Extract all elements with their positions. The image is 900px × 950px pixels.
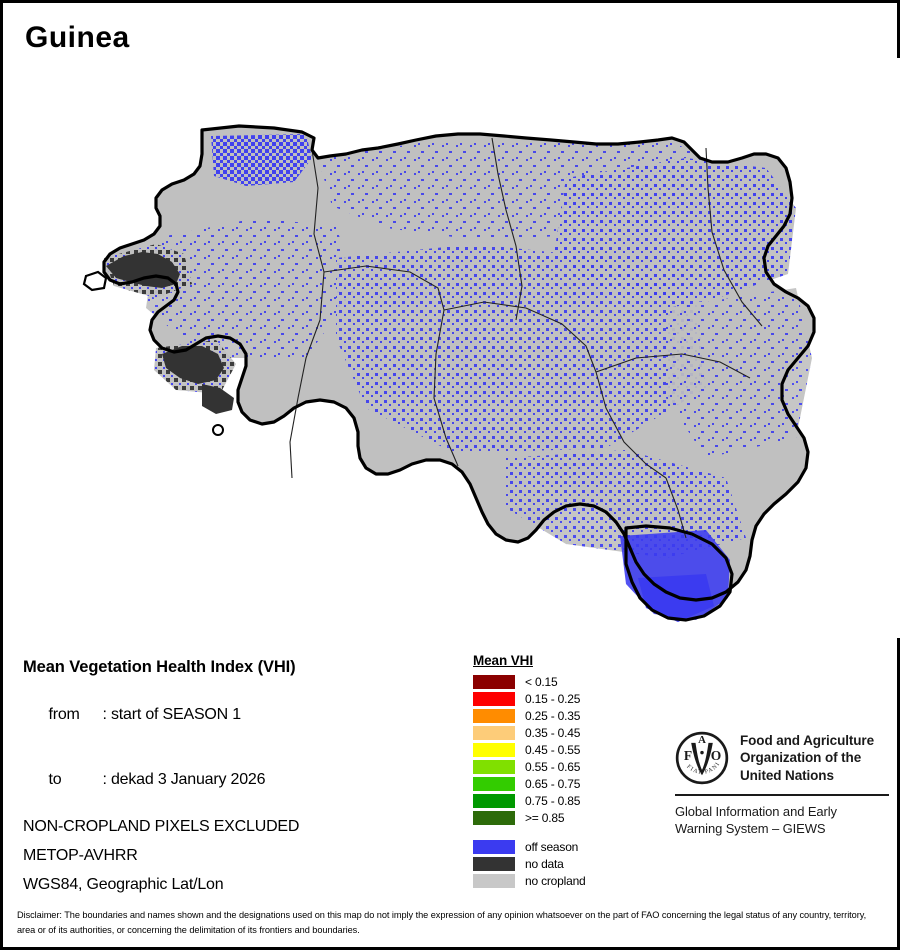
- legend-label-2: 0.25 - 0.35: [525, 708, 581, 723]
- legend-item-3[interactable]: 0.35 - 0.45: [473, 724, 663, 741]
- info-header: Mean Vegetation Health Index (VHI): [23, 658, 296, 676]
- svg-text:A: A: [698, 734, 706, 746]
- info-row-from-value: : start of SEASON 1: [102, 706, 241, 723]
- fao-org-line-1: Organization of the: [740, 750, 862, 766]
- map-info-block: Mean Vegetation Health Index (VHI) from:…: [23, 658, 443, 905]
- fao-divider: [675, 794, 889, 796]
- legend-title: Mean VHI: [473, 653, 533, 668]
- info-noncropland: NON-CROPLAND PIXELS EXCLUDED: [23, 818, 300, 835]
- page-title: Guinea: [25, 21, 130, 54]
- svg-text:F: F: [684, 748, 692, 763]
- giews-line-1: Warning System – GIEWS: [675, 821, 826, 837]
- admin-boundaries: [289, 137, 763, 539]
- legend-swatch-7: [473, 793, 515, 808]
- guinea-map-svg[interactable]: [6, 58, 900, 638]
- legend-swatch-2: [473, 708, 515, 723]
- legend-label-1: 0.15 - 0.25: [525, 691, 581, 706]
- fao-logo-icon: F A O FIAT PANIS: [675, 731, 729, 785]
- fao-header: F A O FIAT PANIS Food and Agriculture Or…: [675, 731, 891, 785]
- legend-item-7[interactable]: 0.75 - 0.85: [473, 792, 663, 809]
- legend-swatch-off-season: [473, 839, 515, 854]
- legend-item-5[interactable]: 0.55 - 0.65: [473, 758, 663, 775]
- giews-system-name: Global Information and Early Warning Sys…: [675, 803, 891, 838]
- legend-item-6[interactable]: 0.65 - 0.75: [473, 775, 663, 792]
- map-canvas[interactable]: [6, 58, 900, 638]
- legend-item-4[interactable]: 0.45 - 0.55: [473, 741, 663, 758]
- legend-swatch-4: [473, 742, 515, 757]
- svg-text:O: O: [711, 748, 722, 763]
- fao-branding: F A O FIAT PANIS Food and Agriculture Or…: [675, 731, 891, 838]
- national-border: [82, 124, 816, 622]
- legend-swatch-6: [473, 776, 515, 791]
- legend-swatch-5: [473, 759, 515, 774]
- legend-item-no-data[interactable]: no data: [473, 855, 663, 872]
- legend-item-8[interactable]: >= 0.85: [473, 809, 663, 826]
- legend-swatch-3: [473, 725, 515, 740]
- legend-label-no-data: no data: [525, 856, 564, 871]
- legend-label-off-season: off season: [525, 839, 579, 854]
- fao-org-line-2: United Nations: [740, 767, 834, 783]
- no-data-pixels: [106, 252, 234, 436]
- info-projection: WGS84, Geographic Lat/Lon: [23, 876, 224, 893]
- legend-swatch-8: [473, 810, 515, 825]
- legend-label-no-cropland: no cropland: [525, 873, 586, 888]
- legend-swatch-no-data: [473, 856, 515, 871]
- giews-line-0: Global Information and Early: [675, 804, 837, 819]
- disclaimer-text: Disclaimer: The boundaries and names sho…: [17, 910, 867, 935]
- info-sensor: METOP-AVHRR: [23, 847, 138, 864]
- legend-item-1[interactable]: 0.15 - 0.25: [473, 690, 663, 707]
- legend-label-8: >= 0.85: [525, 810, 565, 825]
- fao-organization-name: Food and Agriculture Organization of the…: [740, 731, 874, 784]
- map-legend: Mean VHI < 0.15 0.15 - 0.25 0.25 - 0.35 …: [473, 653, 663, 889]
- legend-item-off-season[interactable]: off season: [473, 838, 663, 855]
- legend-label-4: 0.45 - 0.55: [525, 742, 581, 757]
- legend-label-0: < 0.15: [525, 674, 558, 689]
- legend-spacer: [473, 826, 663, 838]
- legend-label-7: 0.75 - 0.85: [525, 793, 581, 808]
- info-row-from: from : start of SEASON 1: [23, 688, 443, 742]
- legend-label-6: 0.65 - 0.75: [525, 776, 581, 791]
- legend-swatch-1: [473, 691, 515, 706]
- legend-label-5: 0.55 - 0.65: [525, 759, 581, 774]
- legend-swatch-0: [473, 674, 515, 689]
- legend-label-3: 0.35 - 0.45: [525, 725, 581, 740]
- legend-swatch-no-cropland: [473, 873, 515, 888]
- legend-item-0[interactable]: < 0.15: [473, 673, 663, 690]
- fao-org-line-0: Food and Agriculture: [740, 733, 874, 748]
- info-row-to-key: to: [48, 771, 62, 788]
- info-row-to: to : dekad 3 January 2026: [23, 753, 443, 807]
- info-row-from-key: from: [48, 706, 80, 723]
- legend-item-no-cropland[interactable]: no cropland: [473, 872, 663, 889]
- legend-item-2[interactable]: 0.25 - 0.35: [473, 707, 663, 724]
- info-row-to-value: : dekad 3 January 2026: [102, 771, 266, 788]
